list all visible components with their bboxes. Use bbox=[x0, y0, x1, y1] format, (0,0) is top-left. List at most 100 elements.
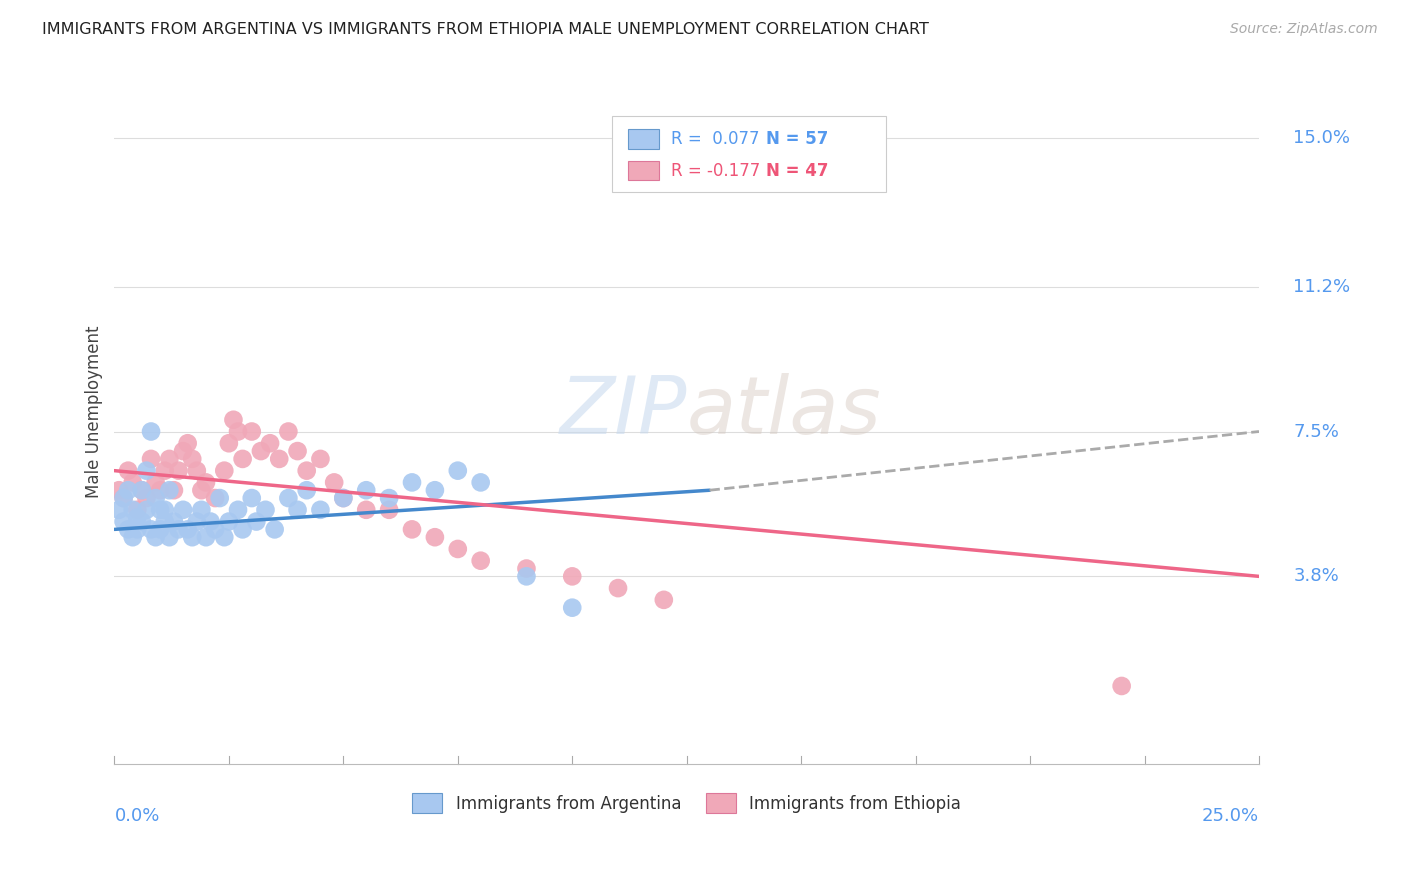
Point bbox=[226, 425, 249, 439]
Point bbox=[135, 491, 157, 505]
Point bbox=[108, 503, 131, 517]
Text: ZIP: ZIP bbox=[560, 373, 686, 451]
Point bbox=[263, 522, 285, 536]
Point bbox=[218, 436, 240, 450]
Point bbox=[378, 491, 401, 505]
Point bbox=[131, 515, 153, 529]
Point bbox=[190, 483, 212, 498]
Point bbox=[232, 451, 254, 466]
Point bbox=[181, 451, 204, 466]
Point bbox=[145, 475, 167, 490]
Point bbox=[332, 491, 354, 505]
Point bbox=[226, 503, 249, 517]
Point bbox=[652, 592, 675, 607]
Point bbox=[127, 522, 149, 536]
Point bbox=[153, 515, 176, 529]
Text: N = 57: N = 57 bbox=[766, 129, 828, 148]
Point bbox=[157, 483, 180, 498]
Text: R = -0.177: R = -0.177 bbox=[671, 161, 759, 179]
Point bbox=[127, 503, 149, 517]
Point bbox=[172, 444, 194, 458]
Point bbox=[323, 475, 346, 490]
Point bbox=[218, 515, 240, 529]
Point bbox=[287, 444, 309, 458]
Point bbox=[149, 522, 172, 536]
Point bbox=[423, 530, 446, 544]
Point bbox=[172, 503, 194, 517]
Point bbox=[699, 151, 721, 165]
Point bbox=[135, 464, 157, 478]
Point bbox=[470, 475, 492, 490]
Text: 3.8%: 3.8% bbox=[1294, 567, 1339, 585]
Point bbox=[121, 530, 143, 544]
Point bbox=[214, 530, 236, 544]
Point bbox=[401, 475, 423, 490]
Point bbox=[145, 491, 167, 505]
Point bbox=[259, 436, 281, 450]
Point bbox=[277, 491, 299, 505]
Point bbox=[163, 483, 186, 498]
Point bbox=[117, 464, 139, 478]
Point bbox=[121, 475, 143, 490]
Point bbox=[204, 491, 226, 505]
Point bbox=[515, 569, 537, 583]
Point bbox=[153, 503, 176, 517]
Point bbox=[139, 425, 162, 439]
Point bbox=[401, 522, 423, 536]
Text: IMMIGRANTS FROM ARGENTINA VS IMMIGRANTS FROM ETHIOPIA MALE UNEMPLOYMENT CORRELAT: IMMIGRANTS FROM ARGENTINA VS IMMIGRANTS … bbox=[42, 22, 929, 37]
Point bbox=[121, 503, 143, 517]
Point bbox=[269, 451, 291, 466]
Point bbox=[222, 413, 245, 427]
Point bbox=[112, 491, 135, 505]
Point bbox=[157, 530, 180, 544]
Text: 11.2%: 11.2% bbox=[1294, 277, 1351, 295]
Point bbox=[131, 483, 153, 498]
Point bbox=[149, 483, 172, 498]
Point bbox=[194, 475, 217, 490]
Point bbox=[186, 464, 208, 478]
Point bbox=[561, 600, 583, 615]
Text: N = 47: N = 47 bbox=[766, 161, 828, 179]
Point bbox=[194, 530, 217, 544]
Point bbox=[232, 522, 254, 536]
Text: 15.0%: 15.0% bbox=[1294, 129, 1350, 147]
Point bbox=[250, 444, 273, 458]
Point bbox=[423, 483, 446, 498]
Legend: Immigrants from Argentina, Immigrants from Ethiopia: Immigrants from Argentina, Immigrants fr… bbox=[405, 787, 967, 820]
Point bbox=[135, 503, 157, 517]
Point bbox=[112, 515, 135, 529]
Point bbox=[240, 491, 263, 505]
Point bbox=[176, 436, 198, 450]
Point bbox=[167, 464, 190, 478]
Text: atlas: atlas bbox=[686, 373, 882, 451]
Point bbox=[813, 169, 835, 184]
Point bbox=[354, 483, 377, 498]
Point bbox=[295, 483, 318, 498]
Point bbox=[447, 541, 470, 556]
Point bbox=[1111, 679, 1133, 693]
Point bbox=[149, 503, 172, 517]
Point bbox=[145, 530, 167, 544]
Point bbox=[208, 491, 231, 505]
Point bbox=[447, 464, 470, 478]
Point bbox=[117, 483, 139, 498]
Point bbox=[153, 464, 176, 478]
Point bbox=[190, 503, 212, 517]
Point bbox=[112, 491, 135, 505]
Point bbox=[186, 515, 208, 529]
Text: R =  0.077: R = 0.077 bbox=[671, 129, 759, 148]
Point bbox=[157, 451, 180, 466]
Point bbox=[139, 522, 162, 536]
Text: 25.0%: 25.0% bbox=[1202, 806, 1258, 824]
Point bbox=[354, 503, 377, 517]
Point bbox=[127, 510, 149, 524]
Point bbox=[214, 464, 236, 478]
Point bbox=[117, 522, 139, 536]
Point bbox=[163, 515, 186, 529]
Point bbox=[176, 522, 198, 536]
Point bbox=[309, 503, 332, 517]
Point bbox=[131, 483, 153, 498]
Point bbox=[295, 464, 318, 478]
Point bbox=[245, 515, 267, 529]
Point bbox=[607, 581, 630, 595]
